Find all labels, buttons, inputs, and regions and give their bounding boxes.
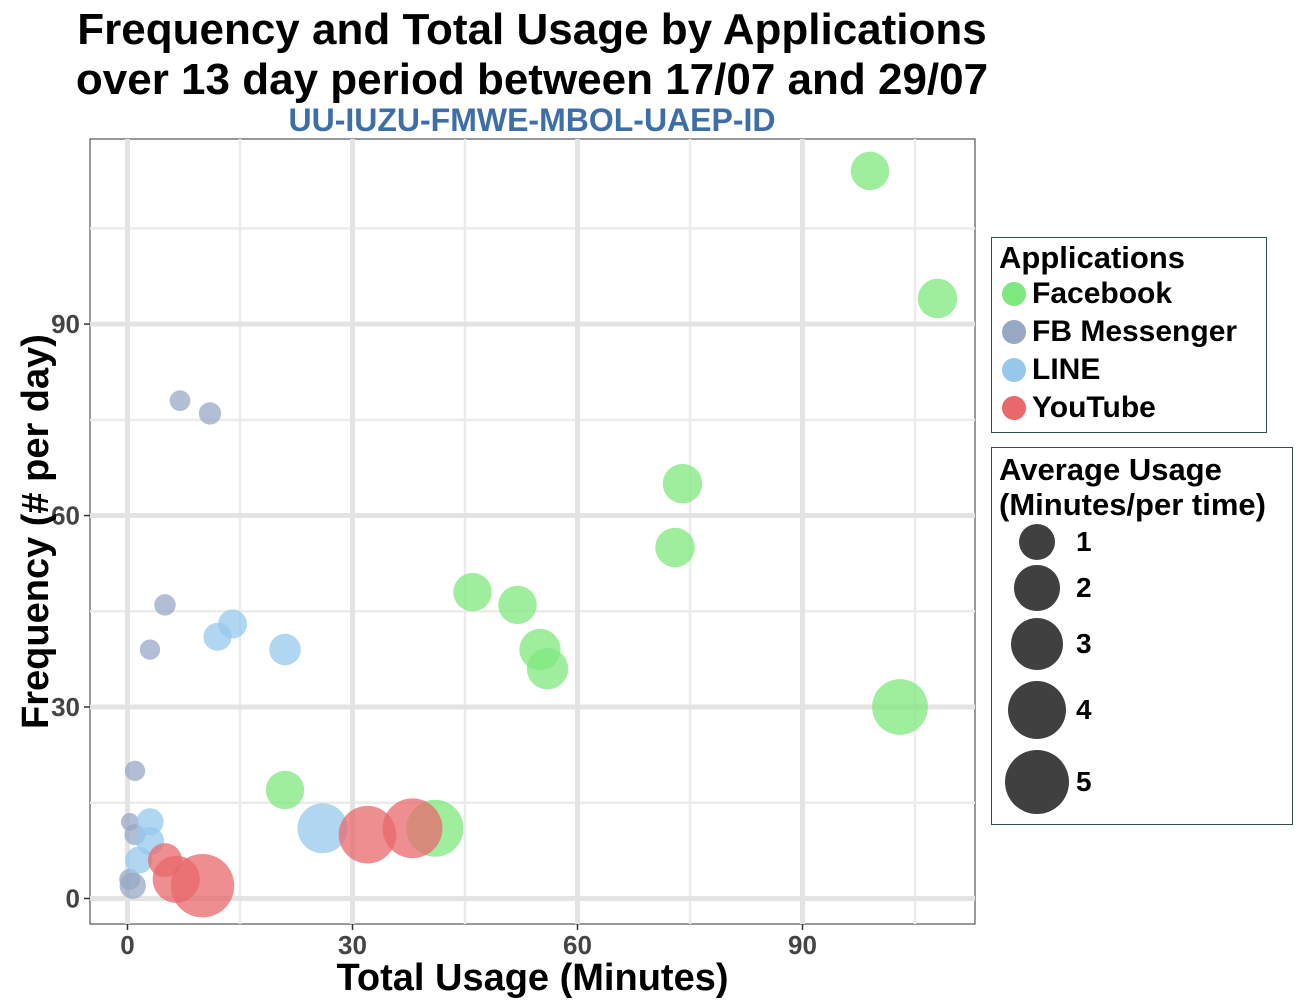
plot-panel: [89, 138, 976, 925]
legend-label: FB Messenger: [1032, 315, 1238, 348]
x-tick-label: 30: [338, 930, 367, 960]
data-point-line: [136, 808, 164, 836]
y-tick-label: 90: [51, 309, 80, 339]
data-point-facebook: [453, 572, 492, 612]
data-point-line: [203, 622, 232, 651]
data-point-facebook: [850, 151, 890, 191]
y-axis-title: Frequency (# per day): [15, 334, 57, 729]
size-legend-label: 4: [1076, 694, 1092, 725]
x-axis-title: Total Usage (Minutes): [337, 957, 729, 999]
size-legend-label: 1: [1076, 526, 1092, 557]
x-tick-label: 90: [788, 930, 817, 960]
data-point-facebook: [655, 527, 695, 568]
legend-label: LINE: [1032, 353, 1101, 386]
x-tick-label: 0: [120, 930, 134, 960]
size-legend-label: 5: [1076, 766, 1092, 797]
legend-item-youtube: YouTube: [1002, 390, 1156, 426]
data-point-fb-messenger: [154, 594, 176, 616]
data-point-line: [297, 803, 348, 854]
data-point-fb-messenger: [124, 760, 146, 781]
data-point-youtube: [170, 853, 235, 918]
data-point-youtube: [382, 798, 443, 859]
legend-key: [1002, 396, 1026, 420]
size-legend-key: [1007, 680, 1067, 740]
x-tick-label: 60: [563, 930, 592, 960]
legend-item-fb-messenger: FB Messenger: [1002, 314, 1237, 350]
size-legend-key: [1010, 617, 1064, 671]
legend-key: [1002, 358, 1026, 382]
y-tick-label: 0: [66, 883, 80, 913]
data-point-line: [125, 846, 153, 874]
data-point-fb-messenger: [169, 390, 191, 412]
size-legend-label: 3: [1076, 628, 1092, 659]
legend-key: [1002, 282, 1026, 306]
chart-title-line2: over 13 day period between 17/07 and 29/…: [75, 55, 989, 104]
size-legend-title: Average Usage: [999, 452, 1222, 487]
size-legend-subtitle: (Minutes/per time): [999, 487, 1266, 522]
legend-key: [1002, 320, 1026, 344]
size-legend: Average Usage (Minutes/per time) 1 2 3 4 5: [991, 447, 1293, 825]
data-point-facebook: [662, 463, 703, 504]
legend-label: YouTube: [1032, 391, 1156, 424]
data-points: [119, 151, 958, 918]
color-legend: Applications Facebook FB Messenger LINE You…: [991, 237, 1267, 433]
data-point-youtube: [338, 805, 397, 864]
data-point-facebook: [872, 679, 928, 735]
data-point-facebook: [265, 770, 305, 810]
chart-title: Frequency and Total Usage by Application…: [77, 5, 987, 54]
color-legend-title: Applications: [999, 240, 1186, 275]
size-legend-key: [1018, 523, 1056, 561]
data-point-facebook: [498, 585, 537, 625]
data-point-line: [269, 633, 301, 666]
data-point-fb-messenger: [198, 402, 222, 425]
axis-ticks: 0 30 60 90 0 30 60 90: [51, 309, 817, 960]
size-legend-key: [1005, 750, 1069, 814]
y-tick-label: 30: [51, 692, 80, 722]
data-point-facebook: [917, 278, 958, 319]
legend-label: Facebook: [1032, 277, 1173, 310]
legend-item-line: LINE: [1002, 352, 1100, 388]
legend-item-facebook: Facebook: [1002, 276, 1172, 312]
data-point-fb-messenger: [119, 872, 146, 899]
grid: [90, 139, 975, 924]
y-tick-label: 60: [51, 501, 80, 531]
data-point-fb-messenger: [139, 639, 161, 660]
data-point-facebook: [526, 648, 569, 690]
size-legend-key: [1014, 565, 1060, 611]
size-legend-label: 2: [1076, 572, 1092, 603]
chart-subtitle: UU-IUZU-FMWE-MBOL-UAEP-ID: [288, 102, 776, 138]
